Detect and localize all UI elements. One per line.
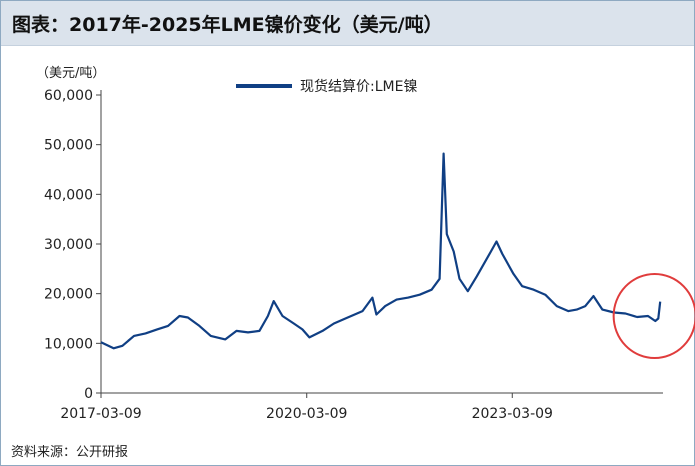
title-bar: 图表：2017年-2025年LME镍价变化（美元/吨） — [1, 1, 694, 46]
y-tick-label: 40,000 — [44, 187, 93, 203]
highlight-circle — [612, 273, 695, 360]
chart-title: 图表：2017年-2025年LME镍价变化（美元/吨） — [12, 14, 443, 36]
y-tick-label: 0 — [84, 386, 93, 402]
y-tick-label: 20,000 — [44, 287, 93, 303]
y-tick-label: 60,000 — [44, 88, 93, 104]
y-tick-label: 50,000 — [44, 138, 93, 154]
series-line — [100, 152, 662, 350]
legend: 现货结算价:LME镍 — [236, 75, 417, 97]
source-note: 资料来源：公开研报 — [11, 445, 129, 460]
legend-swatch — [236, 84, 292, 88]
x-tick-label: 2017-03-09 — [60, 406, 141, 422]
x-tick-label: 2020-03-09 — [266, 406, 347, 422]
y-tick-label: 30,000 — [44, 237, 93, 253]
legend-label: 现货结算价:LME镍 — [300, 79, 418, 95]
x-tick-label: 2023-03-09 — [472, 406, 553, 422]
y-tick-label: 10,000 — [44, 336, 93, 352]
y-axis-unit-label: （美元/吨） — [36, 66, 106, 81]
